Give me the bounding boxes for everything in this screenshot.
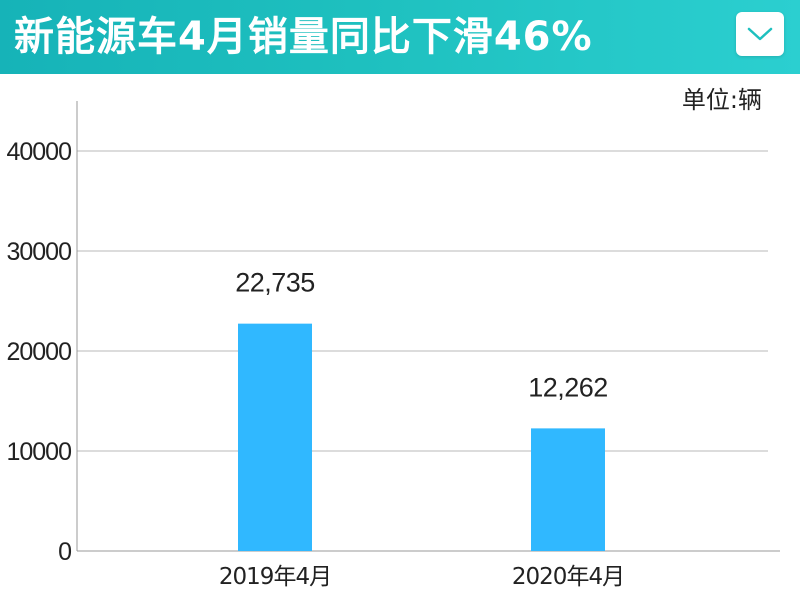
y-tick-label-10000: 10000 (6, 438, 71, 466)
dropdown-button[interactable] (736, 12, 784, 56)
title-banner: 新能源车4月销量同比下滑46% (0, 0, 800, 74)
y-tick-label-0: 0 (58, 538, 71, 566)
x-tick-label-2019年4月: 2019年4月 (219, 564, 331, 590)
data-label-2020年4月: 12,262 (528, 372, 608, 402)
y-tick-label-30000: 30000 (6, 238, 71, 266)
chevron-down-icon (747, 27, 773, 41)
unit-label: 单位:辆 (681, 86, 762, 114)
y-tick-label-20000: 20000 (6, 338, 71, 366)
page-title: 新能源车4月销量同比下滑46% (14, 14, 593, 60)
bar-2020年4月[interactable] (531, 428, 605, 551)
y-tick-label-40000: 40000 (6, 138, 71, 166)
data-label-2019年4月: 22,735 (235, 268, 315, 298)
bar-2019年4月[interactable] (238, 323, 312, 551)
x-tick-label-2020年4月: 2020年4月 (512, 564, 624, 590)
